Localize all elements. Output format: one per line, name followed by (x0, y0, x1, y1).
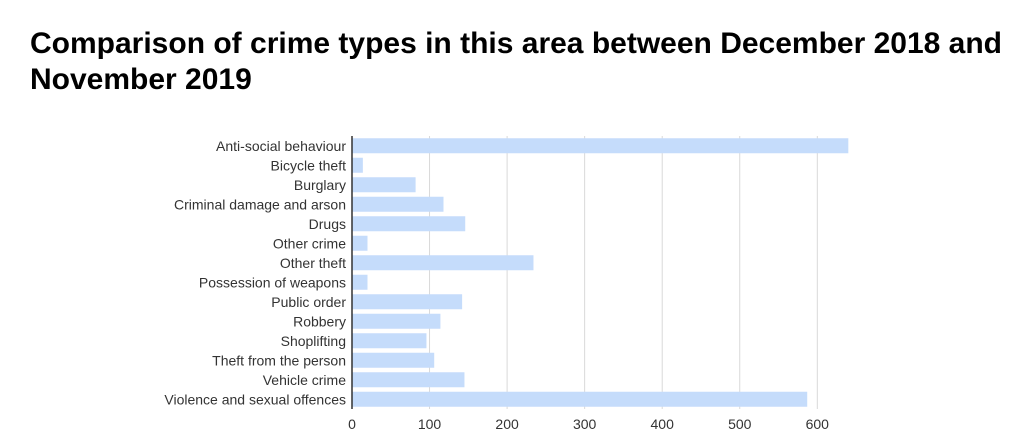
category-label: Drugs (309, 216, 346, 232)
x-tick-label: 100 (418, 416, 442, 432)
category-label: Other crime (273, 235, 346, 251)
chart-title: Comparison of crime types in this area b… (30, 27, 1003, 96)
bar (352, 177, 416, 193)
category-label: Shoplifting (281, 333, 346, 349)
bar (352, 372, 465, 388)
bar (352, 352, 435, 368)
bar (352, 255, 534, 271)
x-tick-label: 300 (573, 416, 597, 432)
bar (352, 333, 427, 349)
category-label: Theft from the person (212, 352, 346, 368)
category-label: Burglary (294, 177, 346, 193)
bars (352, 138, 849, 407)
bar (352, 274, 368, 290)
x-tick-label: 500 (728, 416, 752, 432)
category-label: Other theft (280, 255, 346, 271)
x-axis-ticks: 0 100 200 300 400 500 600 (348, 416, 829, 432)
x-tick-label: 200 (495, 416, 519, 432)
bar (352, 138, 849, 154)
category-labels: Anti-social behaviour Bicycle theft Burgla… (164, 138, 346, 408)
bar (352, 216, 466, 232)
x-tick-label: 400 (651, 416, 675, 432)
grid-lines (429, 136, 818, 409)
bar (352, 157, 363, 173)
bar (352, 313, 441, 329)
category-label: Vehicle crime (263, 372, 346, 388)
bar (352, 196, 444, 212)
category-label: Criminal damage and arson (174, 196, 346, 212)
bar (352, 294, 463, 310)
category-label: Bicycle theft (271, 157, 347, 173)
bar (352, 235, 368, 251)
x-tick-label: 600 (806, 416, 830, 432)
x-tick-label: 0 (348, 416, 356, 432)
category-label: Possession of weapons (199, 274, 346, 290)
bar (352, 391, 808, 407)
category-label: Robbery (293, 313, 346, 329)
category-label: Public order (271, 294, 346, 310)
category-label: Anti-social behaviour (216, 138, 346, 154)
category-label: Violence and sexual offences (164, 391, 346, 407)
